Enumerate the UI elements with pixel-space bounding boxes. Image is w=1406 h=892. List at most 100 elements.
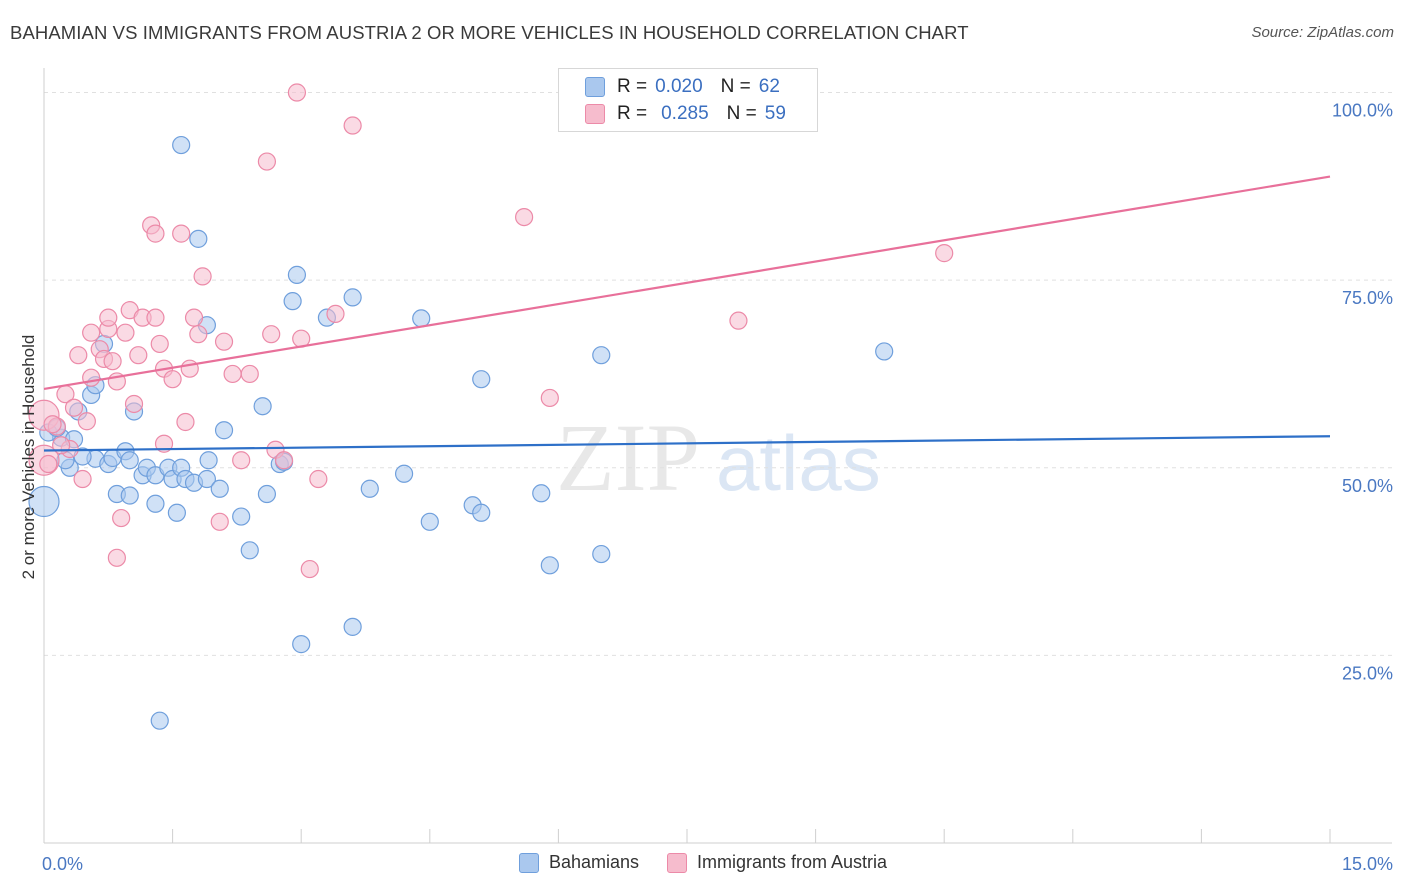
legend-r-value: 0.285 xyxy=(661,103,709,124)
bahamians-trend-line xyxy=(43,435,1331,452)
bahamians-point xyxy=(394,464,414,483)
bahamians-point xyxy=(189,229,208,248)
bottom-legend-swatch-blue xyxy=(518,852,539,873)
austria-point xyxy=(180,359,199,378)
series-bahamians xyxy=(28,135,894,730)
bahamians-point xyxy=(540,556,559,575)
bahamians-point xyxy=(412,309,431,328)
austria-point xyxy=(189,325,208,344)
legend-n-value: 62 xyxy=(758,76,780,97)
source-credit: Source: ZipAtlas.com xyxy=(1251,24,1394,41)
legend-n-label: N = xyxy=(720,76,751,97)
austria-point xyxy=(210,512,229,531)
austria-point xyxy=(39,454,58,474)
austria-point xyxy=(309,469,328,489)
bahamians-point xyxy=(420,512,439,531)
austria-point xyxy=(223,364,242,384)
watermark-zip: ZIP xyxy=(556,404,700,511)
austria-point xyxy=(146,224,165,243)
austria-point xyxy=(82,323,101,342)
watermark-atlas: atlas xyxy=(716,419,881,507)
bahamians-point xyxy=(283,292,302,311)
austria-point xyxy=(343,116,362,135)
y-tick-label: 75.0% xyxy=(1342,288,1393,308)
austria-point xyxy=(43,415,62,434)
austria-point xyxy=(82,368,101,387)
austria-point xyxy=(146,308,165,327)
austria-point xyxy=(515,207,534,227)
trend-lines xyxy=(43,175,1331,452)
austria-trend-line xyxy=(43,175,1331,391)
austria-point xyxy=(129,346,148,365)
austria-point xyxy=(326,304,345,324)
legend-n-label: N = xyxy=(726,103,757,124)
series-immigrants-from-austria xyxy=(28,83,954,579)
bahamians-point xyxy=(199,451,218,470)
bottom-legend: Bahamians Immigrants from Austria xyxy=(0,852,1406,873)
y-axis-title: 2 or more Vehicles in Household xyxy=(19,335,38,580)
austria-point xyxy=(193,267,212,286)
bahamians-point xyxy=(172,135,191,155)
legend-swatch-pink xyxy=(585,104,605,124)
y-tick-label: 25.0% xyxy=(1342,663,1393,683)
bahamians-point xyxy=(146,494,165,513)
austria-point xyxy=(163,370,182,389)
austria-point xyxy=(184,308,204,327)
austria-point xyxy=(240,364,259,384)
legend-r-label: R = xyxy=(617,103,648,124)
bottom-legend-swatch-pink xyxy=(667,852,687,873)
austria-point xyxy=(73,469,92,489)
chart-title: BAHAMIAN VS IMMIGRANTS FROM AUSTRIA 2 OR… xyxy=(10,22,969,43)
bahamians-point xyxy=(232,507,251,526)
bahamians-point xyxy=(472,503,491,522)
austria-point xyxy=(214,332,234,351)
austria-point xyxy=(77,412,96,431)
austria-point xyxy=(150,334,169,354)
bahamians-point xyxy=(257,484,277,504)
austria-point xyxy=(176,412,195,432)
bahamians-point xyxy=(253,397,272,416)
x-tick-label-min: 0.0% xyxy=(42,854,83,874)
austria-point xyxy=(154,434,174,453)
bottom-legend-label: Bahamians xyxy=(548,852,639,872)
bahamians-point xyxy=(592,544,611,564)
austria-point xyxy=(262,325,281,344)
bahamians-point xyxy=(210,479,229,498)
watermark: ZIP atlas xyxy=(556,404,881,511)
bahamians-point xyxy=(343,617,362,636)
austria-point xyxy=(274,451,294,470)
legend-row-austria: R = 0.285 N = 59 xyxy=(585,102,786,126)
austria-point xyxy=(257,152,277,171)
bahamians-point xyxy=(360,479,379,498)
bahamians-point xyxy=(287,265,307,284)
austria-point xyxy=(103,352,122,371)
austria-point xyxy=(232,451,251,470)
bottom-legend-austria: Immigrants from Austria xyxy=(667,852,887,873)
gridlines xyxy=(44,92,1392,656)
bahamians-point xyxy=(240,541,259,560)
legend-row-bahamians: R = 0.020 N = 62 xyxy=(585,75,780,99)
austria-point xyxy=(300,559,319,579)
bahamians-point xyxy=(343,288,362,307)
austria-point xyxy=(124,394,144,414)
bahamians-point xyxy=(28,485,60,518)
x-tick-label-max: 15.0% xyxy=(1342,854,1393,874)
bahamians-point xyxy=(532,484,551,503)
bahamians-point xyxy=(292,635,311,654)
austria-point xyxy=(935,244,954,263)
bahamians-point xyxy=(472,370,491,389)
austria-point xyxy=(116,323,135,342)
legend-swatch-blue xyxy=(585,77,605,97)
bahamians-point xyxy=(197,469,216,489)
legend-r-label: R = xyxy=(617,76,648,97)
bahamians-point xyxy=(214,421,234,440)
bahamians-point xyxy=(167,503,186,522)
y-tick-label: 100.0% xyxy=(1332,101,1393,121)
austria-point xyxy=(112,508,131,528)
legend-r-value: 0.020 xyxy=(655,76,703,97)
bahamians-point xyxy=(150,711,169,730)
legend: R = 0.020 N = 62 R = 0.285 N = 59 xyxy=(558,68,818,132)
legend-n-value: 59 xyxy=(764,103,786,124)
bottom-legend-label: Immigrants from Austria xyxy=(697,852,888,872)
